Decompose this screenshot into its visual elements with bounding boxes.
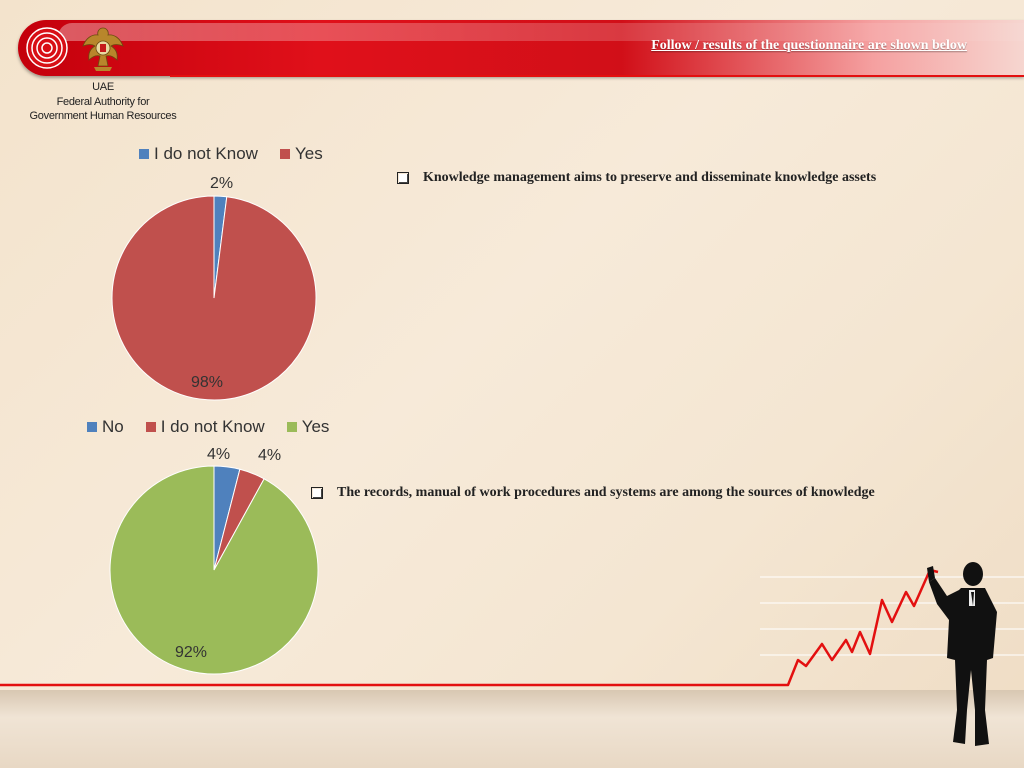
legend-label: No — [102, 417, 124, 436]
data-label: 4% — [207, 446, 231, 463]
falcon-emblem-icon — [82, 27, 124, 71]
pie-chart-1 — [111, 195, 317, 401]
chart1-legend: I do not Know Yes — [139, 144, 345, 164]
statement-1: Knowledge management aims to preserve an… — [397, 170, 876, 186]
org-line-3: Government Human Resources — [29, 110, 177, 122]
checkbox-bullet-icon — [397, 172, 409, 184]
statement-text: The records, manual of work procedures a… — [337, 485, 875, 500]
header-underline — [170, 75, 1024, 77]
logo-rings-icon — [26, 27, 68, 69]
legend-item: I do not Know — [139, 144, 258, 164]
data-label: 2% — [210, 175, 234, 192]
chart2-legend: No I do not Know Yes — [87, 417, 351, 437]
organization-name: UAE Federal Authority for Government Hum… — [20, 80, 186, 124]
floor-background — [0, 690, 1024, 768]
org-line-2: Federal Authority for — [56, 95, 150, 108]
legend-item: I do not Know — [145, 417, 265, 437]
legend-swatch — [87, 422, 97, 432]
pie-chart-2 — [109, 465, 319, 675]
legend-swatch — [139, 149, 149, 159]
legend-item: Yes — [286, 417, 330, 437]
header-bar — [18, 20, 1024, 76]
legend-swatch — [279, 149, 290, 159]
legend-swatch — [286, 422, 297, 432]
checkbox-bullet-icon — [311, 487, 323, 499]
businessman-silhouette-icon — [927, 562, 997, 746]
data-label: 98% — [191, 374, 224, 391]
page-title: Follow / results of the questionnaire ar… — [651, 38, 967, 53]
growth-line-decoration — [0, 568, 939, 687]
legend-label: Yes — [301, 417, 330, 436]
data-label: 92% — [175, 644, 208, 661]
legend-item: Yes — [279, 144, 323, 164]
legend-item: No — [87, 417, 124, 437]
statement-2: The records, manual of work procedures a… — [311, 485, 875, 501]
pie-slice-yes — [109, 465, 319, 675]
org-line-1: UAE — [92, 81, 114, 93]
legend-swatch — [145, 422, 156, 432]
pie-slice-yes — [111, 195, 317, 401]
data-label: 4% — [258, 447, 282, 464]
legend-label: I do not Know — [154, 144, 258, 163]
statement-text: Knowledge management aims to preserve an… — [423, 170, 877, 185]
legend-label: Yes — [294, 144, 323, 163]
legend-label: I do not Know — [160, 417, 265, 436]
